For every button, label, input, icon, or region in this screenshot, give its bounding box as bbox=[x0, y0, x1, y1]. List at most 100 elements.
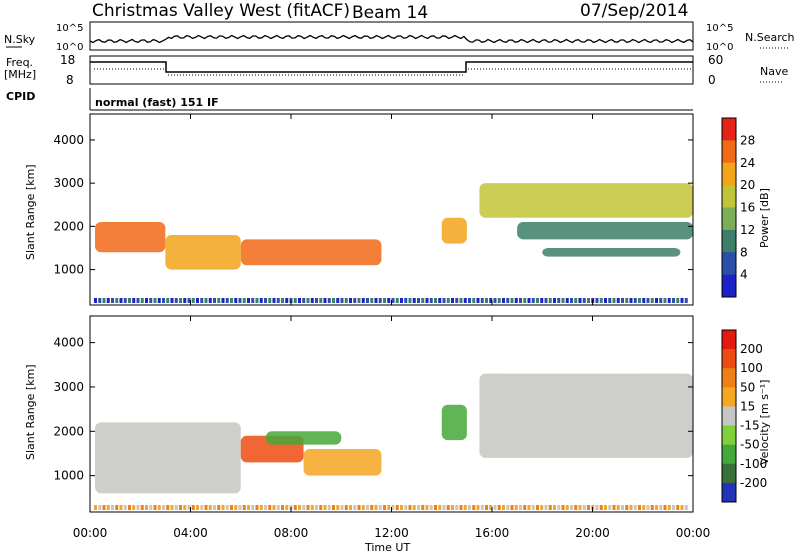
speckle-cell bbox=[136, 505, 140, 510]
x-axis-label: Time UT bbox=[364, 541, 410, 554]
nsky-right-tick-bottom: 10^0 bbox=[706, 42, 733, 53]
colorbar-tick: 8 bbox=[740, 245, 748, 259]
speckle-cell bbox=[285, 505, 289, 510]
speckle-cell bbox=[196, 298, 199, 303]
colorbar-tick: -15 bbox=[740, 419, 760, 433]
speckle-cell bbox=[111, 298, 114, 303]
speckle-cell bbox=[646, 298, 650, 303]
power-colorbar: 28 24 20 16 12 8 4 bbox=[721, 117, 755, 298]
nsky-left-tick-top: 10^5 bbox=[56, 23, 83, 34]
speckle-cell bbox=[412, 505, 416, 510]
speckle-cell bbox=[238, 298, 242, 303]
speckle-cell bbox=[255, 298, 259, 303]
colorbar-segment bbox=[722, 185, 736, 208]
ytick-label: 1000 bbox=[53, 263, 84, 277]
speckle-cell bbox=[612, 505, 616, 510]
speckle-cell bbox=[655, 505, 658, 510]
speckle-cell bbox=[353, 298, 357, 303]
speckle-cell bbox=[196, 505, 199, 510]
speckle-cell bbox=[519, 298, 522, 303]
speckle-cell bbox=[421, 298, 425, 303]
speckle-cell bbox=[451, 505, 454, 510]
speckle-cell bbox=[255, 505, 259, 510]
colorbar-tick: 15 bbox=[740, 399, 755, 413]
speckle-cell bbox=[650, 505, 654, 510]
speckle-cell bbox=[115, 298, 119, 303]
colorbar-segment bbox=[722, 482, 736, 503]
speckle-cell bbox=[145, 298, 148, 303]
freq-left-tick-top: 18 bbox=[60, 53, 75, 67]
speckle-cell bbox=[553, 298, 556, 303]
speckle-cell bbox=[633, 298, 637, 303]
nsky-label: N.Sky bbox=[4, 33, 36, 46]
speckle-cell bbox=[638, 505, 641, 510]
speckle-cell bbox=[276, 505, 280, 510]
speckle-cell bbox=[472, 298, 476, 303]
speckle-cell bbox=[480, 505, 484, 510]
scatter-region bbox=[95, 222, 166, 253]
scatter-region bbox=[479, 373, 693, 458]
speckle-cell bbox=[204, 298, 208, 303]
speckle-cell bbox=[191, 505, 195, 510]
speckle-cell bbox=[570, 505, 573, 510]
speckle-cell bbox=[510, 298, 514, 303]
speckle-cell bbox=[506, 505, 510, 510]
speckle-cell bbox=[264, 298, 267, 303]
colorbar-tick: 200 bbox=[740, 342, 763, 356]
nave-label: Nave bbox=[760, 65, 788, 78]
speckle-cell bbox=[357, 298, 361, 303]
ytick-label: 4000 bbox=[53, 133, 84, 147]
speckle-cell bbox=[247, 505, 250, 510]
speckle-cell bbox=[251, 298, 255, 303]
speckle-cell bbox=[306, 298, 310, 303]
speckle-cell bbox=[153, 298, 157, 303]
freq-right-tick-bottom: 0 bbox=[708, 73, 716, 87]
speckle-cell bbox=[361, 298, 365, 303]
speckle-cell bbox=[536, 505, 539, 510]
speckle-cell bbox=[493, 298, 497, 303]
speckle-cell bbox=[629, 505, 633, 510]
speckle-cell bbox=[344, 298, 348, 303]
speckle-cell bbox=[510, 505, 514, 510]
speckle-cell bbox=[548, 505, 552, 510]
speckle-cell bbox=[502, 298, 505, 303]
power-data bbox=[94, 183, 693, 303]
speckle-cell bbox=[315, 298, 318, 303]
speckle-cell bbox=[140, 298, 144, 303]
speckle-cell bbox=[302, 298, 306, 303]
speckle-cell bbox=[370, 505, 374, 510]
speckle-cell bbox=[272, 298, 276, 303]
scatter-region bbox=[517, 222, 693, 240]
freq-label: Freq. bbox=[6, 56, 33, 69]
nsky-series bbox=[89, 34, 694, 44]
colorbar-segment bbox=[722, 406, 736, 427]
speckle-cell bbox=[451, 298, 454, 303]
speckle-cell bbox=[497, 505, 501, 510]
speckle-cell bbox=[646, 505, 650, 510]
speckle-cell bbox=[561, 298, 565, 303]
speckle-cell bbox=[361, 505, 365, 510]
speckle-cell bbox=[565, 505, 569, 510]
colorbar-frame bbox=[721, 329, 737, 503]
nsky-right-tick-top: 10^5 bbox=[706, 23, 733, 34]
ytick-label: 2000 bbox=[53, 219, 84, 233]
speckle-cell bbox=[663, 505, 667, 510]
speckle-cell bbox=[128, 505, 131, 510]
speckle-cell bbox=[128, 298, 131, 303]
speckle-cell bbox=[574, 298, 578, 303]
speckle-cell bbox=[208, 505, 212, 510]
speckle-cell bbox=[213, 505, 216, 510]
speckle-cell bbox=[391, 298, 395, 303]
speckle-cell bbox=[332, 505, 335, 510]
speckle-cell bbox=[485, 298, 488, 303]
speckle-cell bbox=[663, 298, 667, 303]
speckle-cell bbox=[557, 298, 561, 303]
speckle-cell bbox=[676, 505, 680, 510]
colorbar-tick: -200 bbox=[740, 476, 767, 490]
colorbar-tick: 12 bbox=[740, 223, 755, 237]
speckle-cell bbox=[302, 505, 306, 510]
speckle-cell bbox=[417, 298, 420, 303]
nsky-panel: N.Sky 10^5 10^0 10^5 10^0 N.Search bbox=[4, 21, 795, 53]
speckle-cell bbox=[327, 505, 331, 510]
speckle-cell bbox=[476, 298, 480, 303]
